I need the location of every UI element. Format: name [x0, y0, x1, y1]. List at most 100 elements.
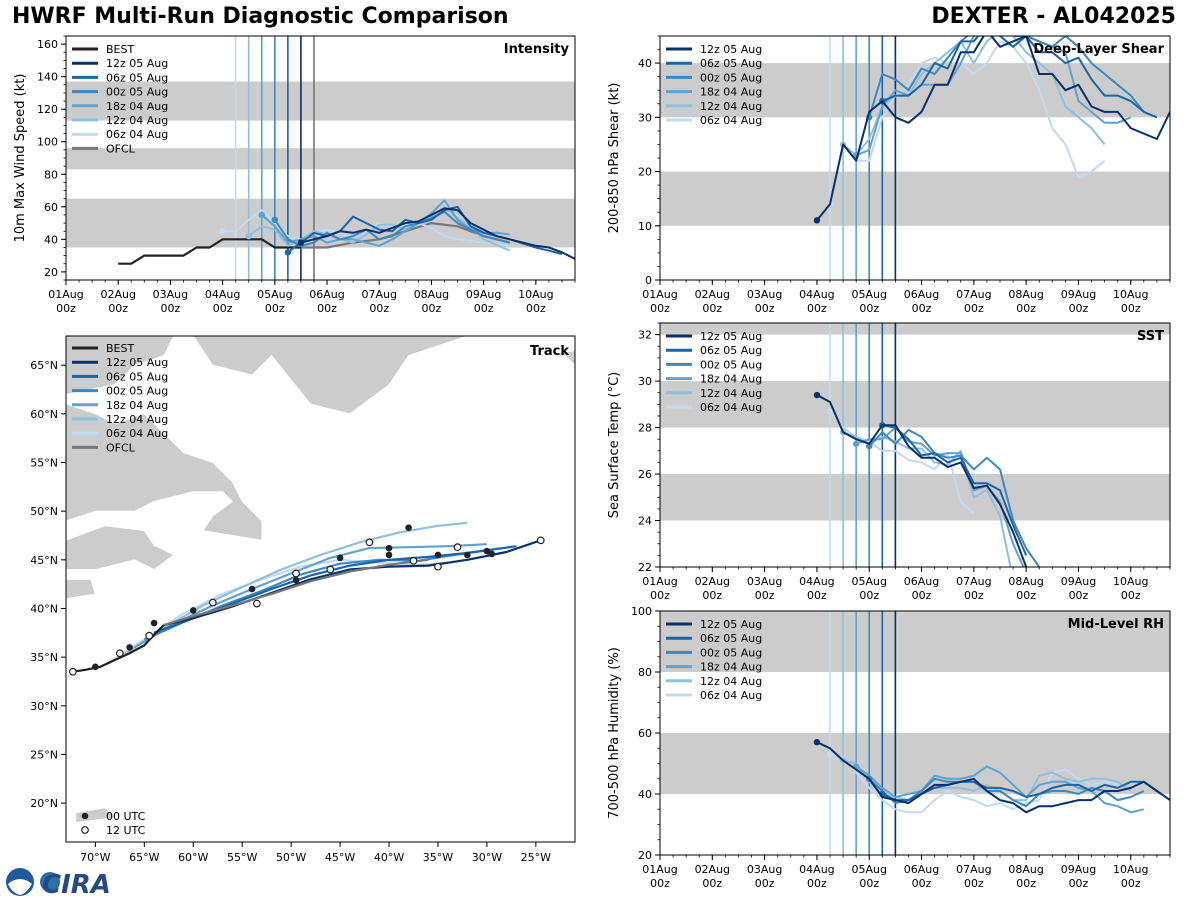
shear-xtick-sublabel: 00z [1069, 302, 1089, 315]
sst-ytick-label: 24 [638, 515, 652, 528]
rh-xtick-sublabel: 00z [964, 877, 984, 890]
track-marker-12utc [434, 562, 442, 571]
shear-ytick-label: 10 [638, 220, 652, 233]
rh-ytick-label: 80 [638, 666, 652, 679]
shear-series-group [813, 36, 1170, 224]
shear-legend-label: 00z 05 Aug [700, 71, 762, 84]
shear-xtick-label: 07Aug [956, 288, 991, 301]
best-track-line [118, 238, 301, 265]
shear-series-line [868, 36, 1145, 118]
intensity-xtick-label: 05Aug [257, 288, 292, 301]
shear-series-line [881, 36, 1158, 119]
track-xtick-label: 50°W [276, 851, 306, 864]
shear-legend-label: 06z 04 Aug [700, 114, 762, 127]
sst-xtick-label: 05Aug [851, 575, 886, 588]
track-xtick-label: 35°W [423, 851, 453, 864]
shear-xtick-sublabel: 00z [964, 302, 984, 315]
sst-band [660, 381, 1170, 428]
intensity-xtick-sublabel: 00z [161, 302, 181, 315]
cira-logo: CIRA [6, 868, 111, 900]
track-xtick-label: 55°W [227, 851, 257, 864]
track-series-line [133, 543, 487, 649]
rh-series-line [868, 777, 1145, 808]
intensity-init-point [258, 211, 265, 219]
track-ytick-label: 40°N [30, 602, 58, 615]
shear-xtick-label: 09Aug [1061, 288, 1096, 301]
rh-ytick-label: 40 [638, 788, 652, 801]
sst-xtick-sublabel: 00z [1069, 589, 1089, 602]
sst-xtick-label: 01Aug [642, 575, 677, 588]
sst-xtick-label: 04Aug [799, 575, 834, 588]
intensity-xtick-sublabel: 00z [422, 302, 442, 315]
sst-series-line [868, 428, 1041, 567]
track-xtick-label: 45°W [325, 851, 355, 864]
marker-legend-00utc-label: 00 UTC [106, 810, 146, 823]
sst-init-point [813, 391, 821, 399]
shear-legend-label: 06z 05 Aug [700, 57, 762, 70]
track-ytick-label: 55°N [30, 457, 58, 470]
track-xtick-label: 65°W [129, 851, 159, 864]
sst-legend-label: 00z 05 Aug [700, 358, 762, 371]
track-marker-12utc [326, 565, 335, 574]
figure-title: HWRF Multi-Run Diagnostic Comparison [12, 4, 509, 29]
intensity-xtick-sublabel: 00z [474, 302, 494, 315]
shear-xtick-sublabel: 00z [1016, 302, 1036, 315]
track-marker-00utc [248, 585, 256, 593]
land-area [192, 336, 468, 415]
shear-legend-label: 18z 04 Aug [700, 86, 762, 99]
track-series-line [104, 558, 448, 666]
sst-series-line [855, 426, 1025, 567]
marker-legend-12utc-symbol [81, 826, 89, 834]
logo-text: CIRA [42, 870, 111, 900]
sst-ytick-label: 30 [638, 375, 652, 388]
track-xtick-label: 30°W [472, 851, 502, 864]
track-frame [65, 335, 576, 843]
rh-xtick-sublabel: 00z [912, 877, 932, 890]
sst-xtick-label: 08Aug [1008, 575, 1043, 588]
intensity-legend-label: 12z 04 Aug [106, 114, 168, 127]
sst-xtick-label: 07Aug [956, 575, 991, 588]
cira-globe-icon [40, 872, 60, 892]
intensity-legend-label: OFCL [106, 142, 136, 155]
rh-panel-title: Mid-Level RH [1068, 617, 1164, 632]
track-marker-00utc [483, 547, 491, 555]
track-marker-00utc [385, 551, 393, 559]
sst-series-line [816, 394, 1028, 567]
intensity-ylabel: 10m Max Wind Speed (kt) [13, 74, 28, 243]
shear-xtick-sublabel: 00z [650, 302, 670, 315]
intensity-xtick-label: 07Aug [361, 288, 396, 301]
intensity-legend-label: 12z 05 Aug [106, 57, 168, 70]
intensity-xtick-sublabel: 00z [56, 302, 76, 315]
intensity-xtick-sublabel: 00z [317, 302, 337, 315]
rh-ytick-label: 60 [638, 727, 652, 740]
rh-series-line [881, 780, 1158, 802]
rh-xtick-label: 01Aug [642, 863, 677, 876]
rh-xtick-label: 07Aug [956, 863, 991, 876]
sst-init-point [852, 440, 860, 448]
shear-series-line [842, 36, 1106, 157]
shear-band [660, 171, 1170, 226]
sst-legend-label: 18z 04 Aug [700, 373, 762, 386]
rh-xtick-sublabel: 00z [1069, 877, 1089, 890]
sst-xtick-sublabel: 00z [755, 589, 775, 602]
track-series-line [124, 521, 468, 656]
intensity-series-line [273, 210, 510, 247]
shear-xtick-label: 01Aug [642, 288, 677, 301]
intensity-xtick-sublabel: 00z [369, 302, 389, 315]
intensity-legend-label: 00z 05 Aug [106, 86, 168, 99]
rh-legend-label: 18z 04 Aug [700, 661, 762, 674]
track-marker-00utc [92, 663, 99, 671]
rh-init-point [813, 738, 821, 746]
rh-xtick-label: 06Aug [904, 863, 939, 876]
rh-xtick-label: 04Aug [799, 863, 834, 876]
track-series-line [153, 545, 517, 634]
track-marker-00utc [292, 576, 300, 584]
intensity-legend-label: 06z 04 Aug [106, 128, 168, 141]
sst-xtick-label: 03Aug [747, 575, 782, 588]
rh-legend-label: 12z 05 Aug [700, 618, 762, 631]
intensity-legend-label: BEST [106, 43, 134, 56]
intensity-xtick-sublabel: 00z [213, 302, 233, 315]
sst-legend-label: 06z 05 Aug [700, 344, 762, 357]
track-marker-12utc [292, 569, 300, 578]
